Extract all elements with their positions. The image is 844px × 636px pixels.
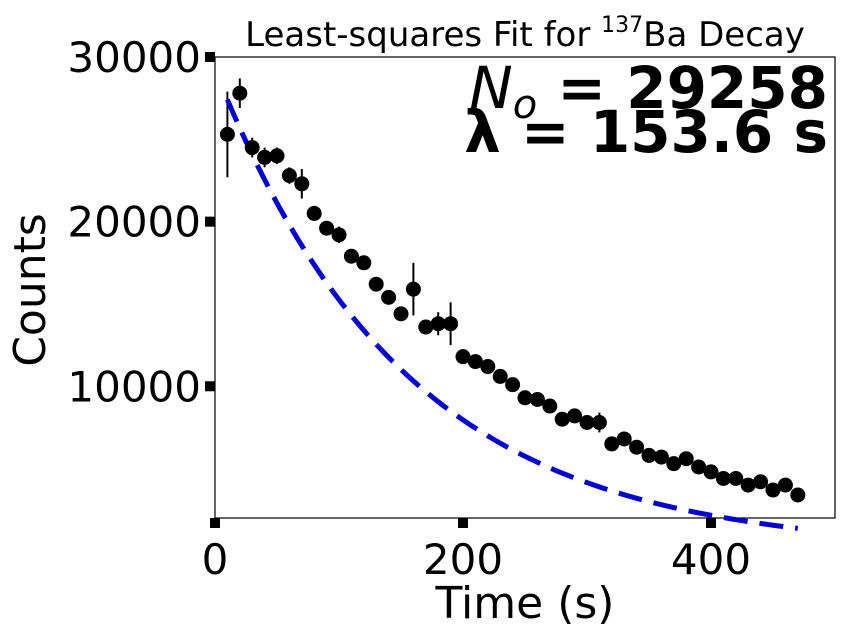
data-point <box>281 168 297 184</box>
data-point <box>653 449 669 465</box>
chart-title-suffix: Ba Decay <box>643 15 805 55</box>
data-point <box>728 470 744 486</box>
data-point <box>591 415 607 431</box>
data-point <box>492 368 508 384</box>
y-tick-label: 10000 <box>67 362 201 411</box>
chart-title-prefix: Least-squares Fit for <box>245 15 601 55</box>
annotation-n-subscript: o <box>513 82 537 128</box>
data-point <box>257 149 273 165</box>
annotation-lambda: λ = 153.6 s <box>464 98 828 166</box>
y-tick-mark <box>205 52 215 62</box>
data-point <box>343 248 359 264</box>
data-point <box>381 289 397 305</box>
x-tick-mark <box>210 518 220 528</box>
data-point <box>554 411 570 427</box>
annotation-n-symbol: N <box>469 54 512 122</box>
data-point <box>542 398 558 414</box>
x-tick-label: 200 <box>423 535 503 584</box>
data-point <box>430 316 446 332</box>
data-point <box>393 306 409 322</box>
data-point <box>480 359 496 375</box>
data-point <box>753 474 769 490</box>
data-point <box>219 126 235 142</box>
data-point <box>604 436 620 452</box>
data-point <box>579 415 595 431</box>
data-point <box>505 377 521 393</box>
data-point <box>455 349 471 365</box>
annotation-n-value: = 29258 <box>537 54 828 122</box>
chart-title-superscript: 137 <box>601 13 643 38</box>
data-point <box>666 456 682 472</box>
data-point <box>678 451 694 467</box>
x-tick-mark <box>706 518 716 528</box>
data-point <box>691 459 707 475</box>
data-point <box>529 391 545 407</box>
data-point <box>517 390 533 406</box>
data-point <box>703 464 719 480</box>
y-tick-mark <box>205 381 215 392</box>
x-axis: 0 200 400 <box>202 518 751 584</box>
y-axis-label: Counts <box>5 213 56 367</box>
data-point <box>356 255 372 271</box>
data-point <box>790 487 806 503</box>
y-tick-mark <box>205 216 215 227</box>
data-point <box>306 205 322 221</box>
y-tick-label: 20000 <box>67 198 201 247</box>
data-point <box>715 470 731 486</box>
fit-curve <box>225 98 799 531</box>
data-point <box>777 477 793 493</box>
y-tick-label: 30000 <box>67 33 201 82</box>
data-point <box>405 281 421 297</box>
data-point <box>641 447 657 463</box>
x-axis-label: Time (s) <box>435 578 615 629</box>
data-point <box>294 176 310 192</box>
data-point <box>269 148 285 164</box>
x-tick-mark <box>458 518 468 528</box>
y-axis: 10000 20000 30000 <box>67 33 215 411</box>
data-point <box>443 316 459 332</box>
data-point <box>232 85 248 101</box>
data-point <box>319 220 335 236</box>
data-point <box>467 354 483 370</box>
data-point <box>629 439 645 455</box>
x-tick-label: 400 <box>671 535 751 584</box>
data-point <box>765 482 781 498</box>
data-point <box>740 477 756 493</box>
data-point <box>244 140 260 156</box>
data-point <box>567 408 583 424</box>
data-point <box>331 227 347 243</box>
data-point <box>616 431 632 447</box>
annotation-n0: No = 29258 <box>469 54 828 128</box>
data-point <box>418 319 434 335</box>
data-point <box>368 276 384 292</box>
plot-area <box>214 56 836 519</box>
x-tick-label: 0 <box>202 535 229 584</box>
chart-title: Least-squares Fit for 137Ba Decay <box>245 13 805 55</box>
data-points <box>219 85 806 503</box>
